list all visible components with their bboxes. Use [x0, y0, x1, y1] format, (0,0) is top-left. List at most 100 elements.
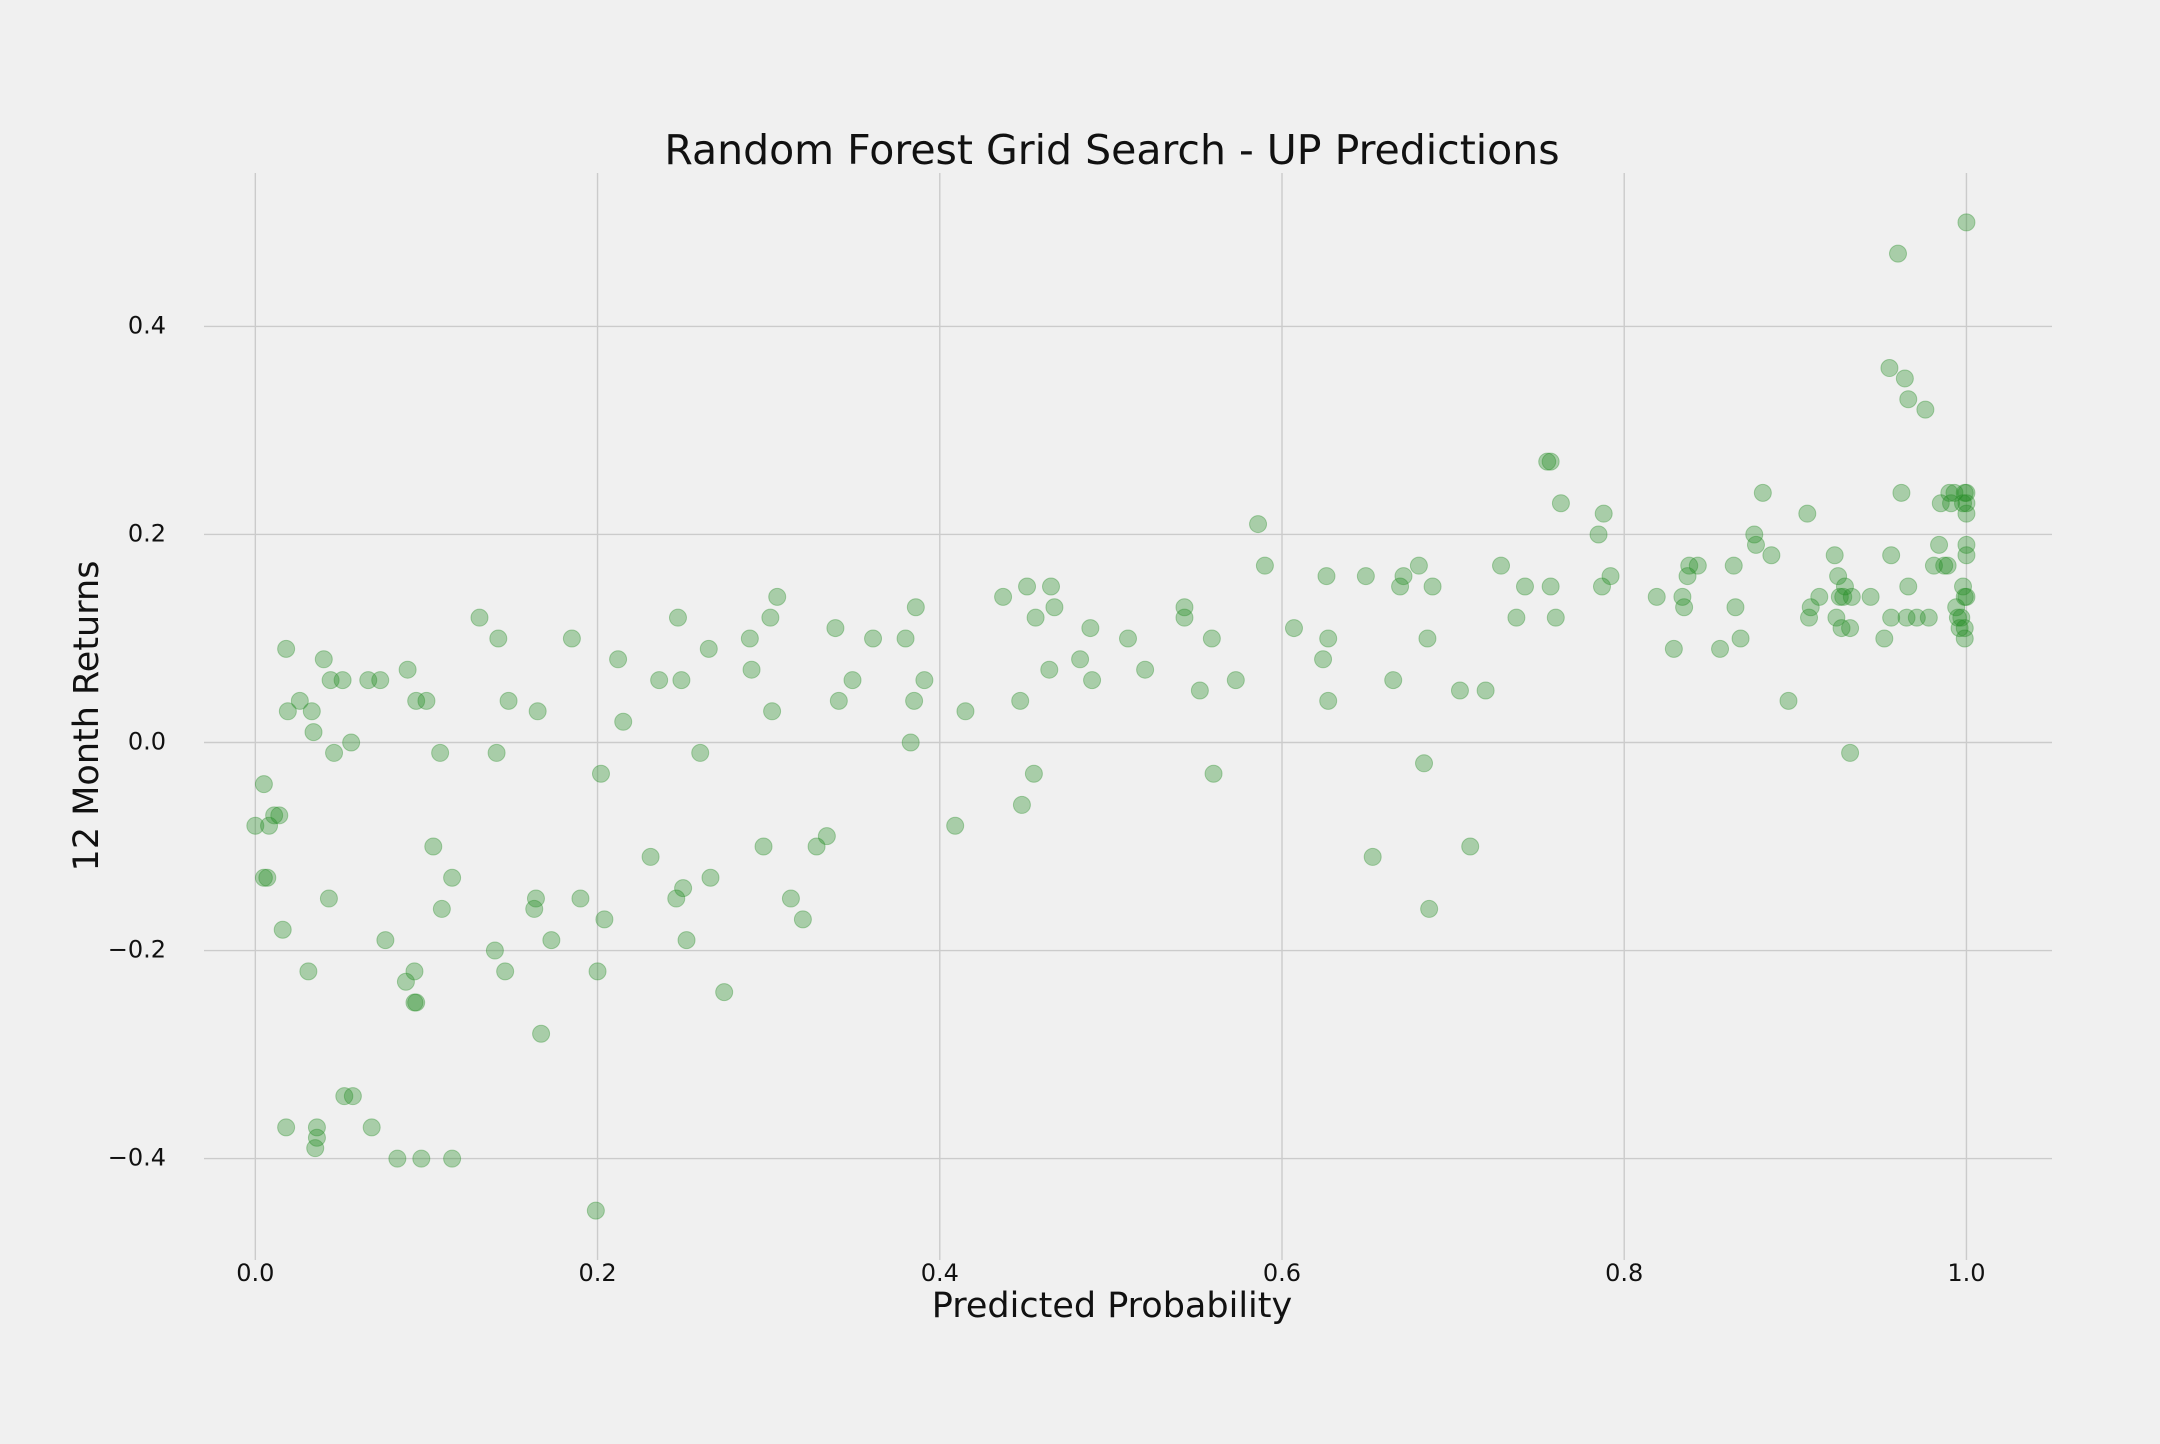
point	[1825, 546, 1844, 565]
point	[1745, 525, 1764, 544]
point	[562, 629, 581, 648]
point	[1202, 629, 1221, 648]
x-tick-label: 0.8	[1605, 1259, 1643, 1287]
x-tick-label: 0.0	[236, 1259, 274, 1287]
point	[1957, 535, 1976, 554]
point	[1688, 556, 1707, 575]
point	[1889, 244, 1907, 263]
point	[1507, 608, 1526, 627]
point	[1541, 577, 1560, 596]
point	[1551, 494, 1570, 513]
point	[1190, 681, 1209, 700]
point	[1601, 567, 1620, 586]
point	[526, 889, 545, 908]
point	[641, 847, 660, 866]
point	[1409, 556, 1428, 575]
point	[701, 868, 720, 887]
x-tick-label: 0.2	[578, 1259, 616, 1287]
point	[614, 712, 633, 731]
point	[1175, 608, 1194, 627]
point	[405, 962, 424, 981]
point	[1954, 494, 1973, 513]
point	[667, 889, 686, 908]
point	[1897, 608, 1916, 627]
point	[1955, 483, 1974, 502]
point	[1012, 795, 1031, 814]
point	[1895, 369, 1914, 388]
point	[371, 671, 390, 690]
point	[1841, 743, 1860, 762]
point	[595, 910, 614, 929]
point	[793, 910, 812, 929]
point	[1356, 567, 1375, 586]
point	[1957, 504, 1976, 523]
point	[1955, 587, 1974, 606]
point	[1947, 598, 1966, 617]
point	[1423, 577, 1442, 596]
point	[761, 608, 780, 627]
point	[396, 972, 415, 991]
point	[1948, 608, 1967, 627]
point	[591, 764, 610, 783]
point	[532, 1024, 551, 1043]
point	[1045, 598, 1064, 617]
point	[1919, 608, 1938, 627]
point	[1515, 577, 1534, 596]
point	[1083, 671, 1102, 690]
point	[424, 837, 443, 856]
point	[1935, 556, 1954, 575]
point	[325, 743, 344, 762]
point	[915, 671, 934, 690]
point	[1916, 400, 1935, 419]
point	[1940, 483, 1959, 502]
point	[1384, 671, 1403, 690]
point	[781, 889, 800, 908]
point	[1594, 504, 1613, 523]
point	[489, 629, 508, 648]
point	[307, 1128, 326, 1147]
point	[260, 816, 279, 835]
point	[1394, 567, 1413, 586]
point	[417, 691, 436, 710]
point	[359, 671, 378, 690]
point	[1724, 556, 1743, 575]
point	[768, 587, 787, 606]
point	[1492, 556, 1511, 575]
point	[1800, 608, 1819, 627]
point	[1415, 754, 1434, 773]
point	[650, 671, 669, 690]
point	[609, 650, 628, 669]
point	[1830, 587, 1849, 606]
y-tick-label: 0.2	[128, 519, 166, 547]
point	[496, 962, 515, 981]
point	[896, 629, 915, 648]
point	[1892, 483, 1911, 502]
point	[1957, 213, 1976, 232]
point	[1931, 494, 1950, 513]
point	[1957, 483, 1976, 502]
point	[1952, 608, 1971, 627]
point	[1680, 556, 1699, 575]
point	[1899, 577, 1918, 596]
point	[412, 1149, 431, 1168]
point	[1882, 546, 1901, 565]
point	[807, 837, 826, 856]
point	[1546, 608, 1565, 627]
point	[740, 629, 759, 648]
point	[270, 806, 289, 825]
point	[333, 671, 352, 690]
point	[1726, 598, 1745, 617]
point	[864, 629, 883, 648]
point	[994, 587, 1013, 606]
point	[1835, 577, 1854, 596]
point	[342, 733, 361, 752]
point	[254, 775, 273, 794]
point	[525, 899, 544, 918]
point	[1319, 629, 1338, 648]
point	[277, 639, 296, 658]
point	[1391, 577, 1410, 596]
point	[376, 931, 395, 950]
point	[254, 868, 273, 887]
point	[817, 827, 836, 846]
point	[1907, 608, 1926, 627]
